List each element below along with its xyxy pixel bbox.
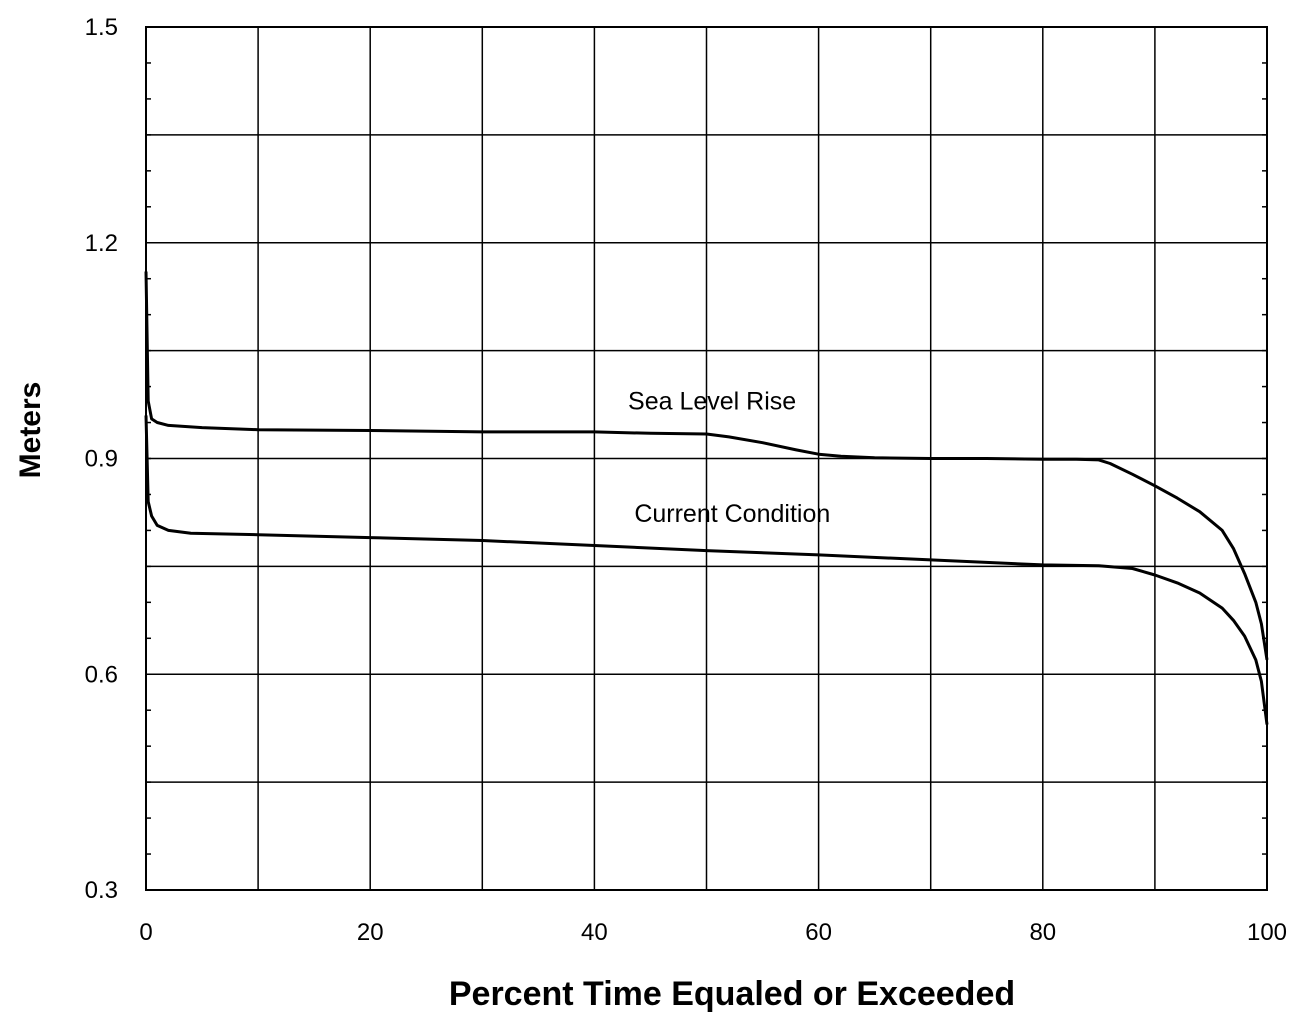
y-tick-label: 1.5 — [85, 14, 118, 41]
x-tick-label: 80 — [1029, 919, 1056, 946]
x-tick-label: 0 — [139, 919, 152, 946]
x-tick-label: 100 — [1247, 919, 1287, 946]
series-lines — [144, 271, 1269, 725]
y-tick-label: 1.2 — [85, 230, 118, 257]
annotation-sea-level-rise: Sea Level Rise — [628, 388, 796, 416]
x-tick-label: 20 — [357, 919, 384, 946]
y-axis-label: Meters — [14, 382, 47, 479]
x-tick-labels: 0 20 40 60 80 100 — [139, 919, 1287, 946]
series-line-sea-level-rise — [144, 271, 1269, 661]
y-tick-label: 0.6 — [85, 661, 118, 688]
x-tick-label: 60 — [805, 919, 832, 946]
line-annotations: Sea Level Rise Current Condition — [628, 388, 830, 528]
series-line-current-condition — [144, 415, 1269, 725]
y-tick-label: 0.9 — [85, 446, 118, 473]
y-tick-label: 0.3 — [85, 877, 118, 904]
x-tick-label: 40 — [581, 919, 608, 946]
x-axis-label: Percent Time Equaled or Exceeded — [449, 975, 1015, 1013]
annotation-current-condition: Current Condition — [634, 500, 830, 528]
y-tick-labels: 0.3 0.6 0.9 1.2 1.5 — [85, 14, 118, 904]
